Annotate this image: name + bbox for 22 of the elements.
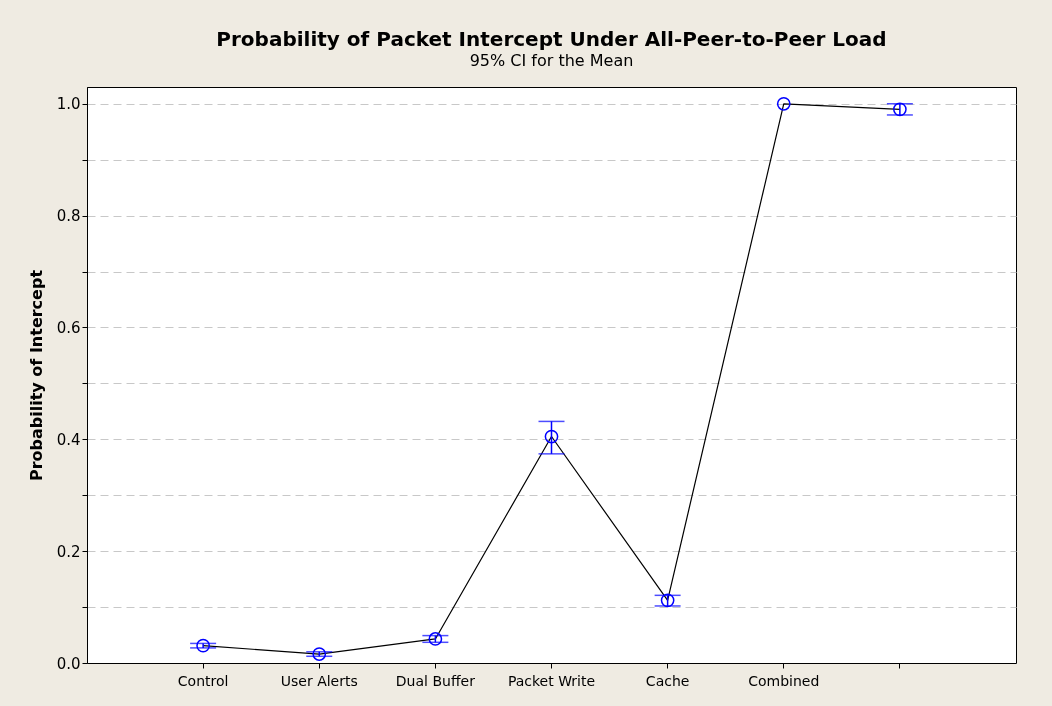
x-tick-label: Dual Buffer bbox=[395, 672, 476, 689]
y-tick-label: 0.2 bbox=[56, 542, 81, 561]
point bbox=[312, 647, 327, 661]
x-tick-label: Control bbox=[177, 672, 229, 689]
chart-title: Probability of Packet Intercept Under All-Peer-to-Peer Load bbox=[216, 27, 887, 51]
point bbox=[544, 429, 559, 444]
y-axis-title: Probability of Intercept bbox=[26, 269, 46, 482]
x-tick-label: Packet Write bbox=[507, 672, 596, 689]
point bbox=[776, 96, 791, 111]
point bbox=[893, 102, 907, 117]
y-tick-label: 0.6 bbox=[56, 318, 81, 337]
x-tick-label: User Alerts bbox=[280, 672, 358, 689]
point bbox=[660, 593, 675, 608]
y-tick-label: 0.0 bbox=[56, 654, 81, 673]
x-tick-label: Combined bbox=[748, 672, 820, 689]
x-tick-label: Cache bbox=[645, 672, 690, 689]
y-tick-label: 0.8 bbox=[56, 207, 81, 226]
y-tick-label: 0.4 bbox=[56, 430, 81, 449]
point bbox=[428, 632, 443, 646]
point bbox=[196, 638, 210, 653]
chart-subtitle: 95% CI for the Mean bbox=[469, 51, 634, 70]
y-tick-label: 1.0 bbox=[56, 95, 81, 114]
